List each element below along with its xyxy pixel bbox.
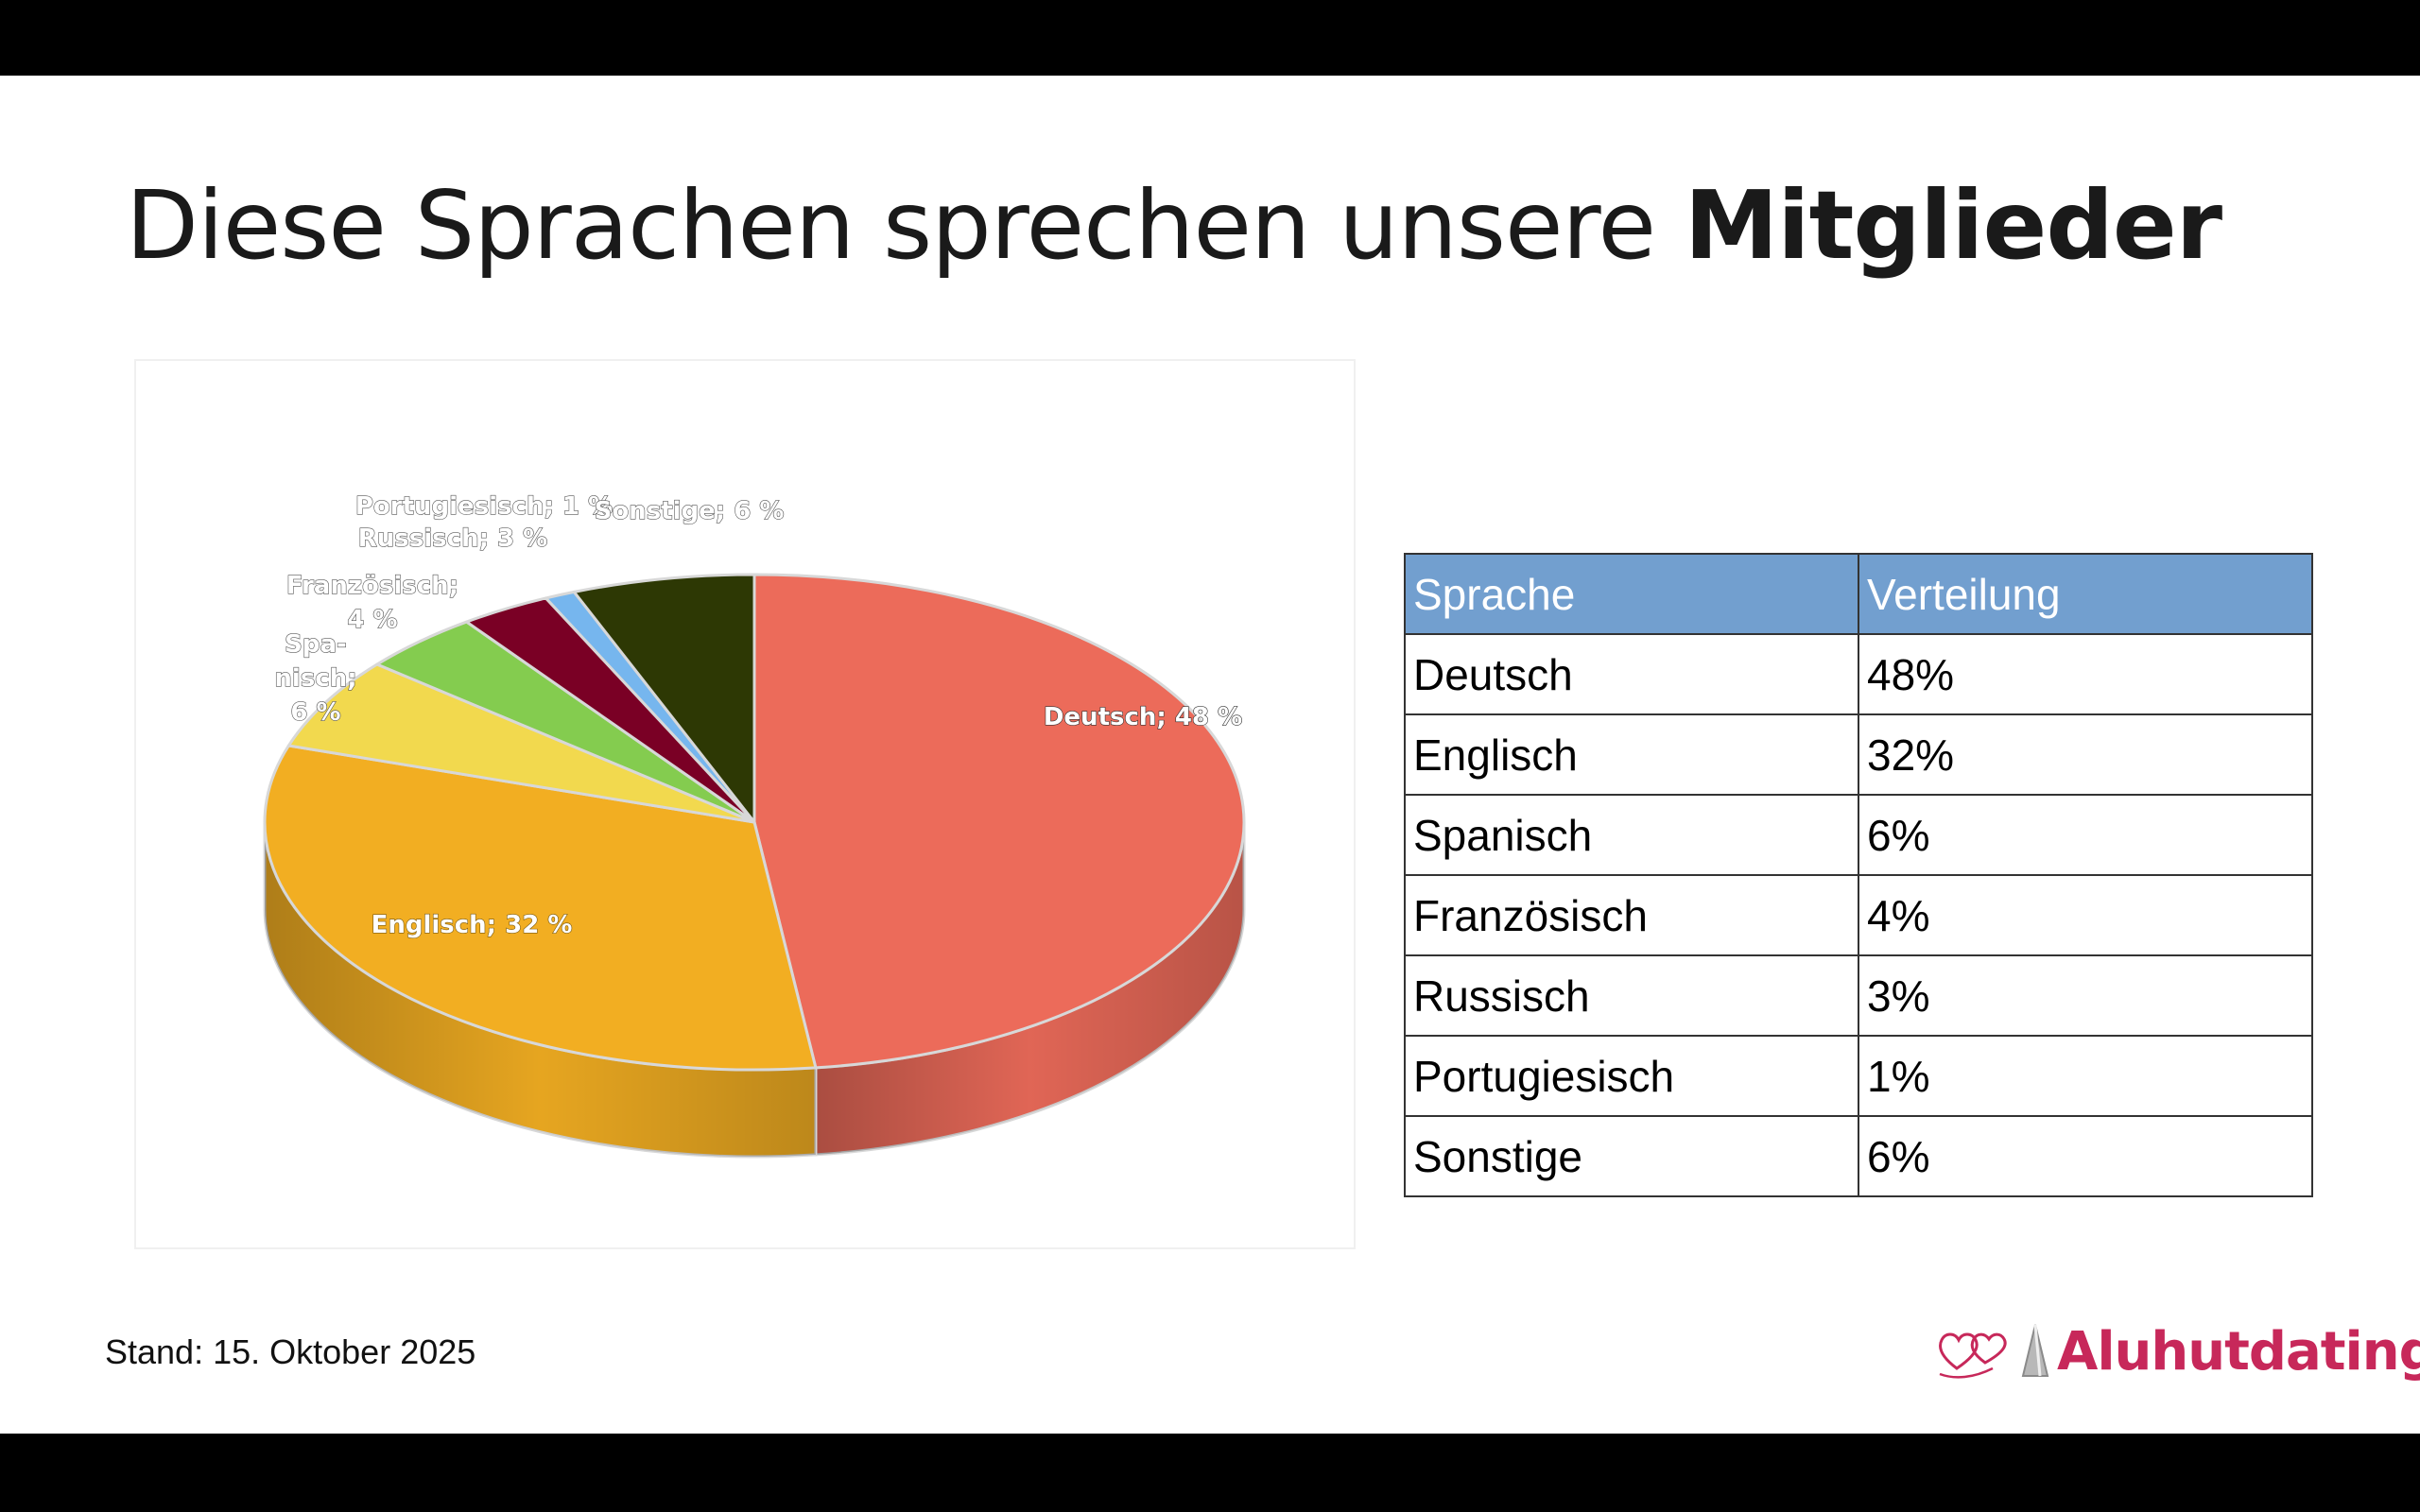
brand-name: Aluhutdating [2057, 1320, 2420, 1383]
header-verteilung: Verteilung [1858, 553, 2313, 635]
table-row: Französisch 4% [1404, 874, 2313, 956]
table-row: Russisch 3% [1404, 954, 2313, 1037]
cell-language: Sonstige [1404, 1115, 1859, 1197]
table-row: Spanisch 6% [1404, 794, 2313, 876]
date-note: Stand: 15. Oktober 2025 [105, 1332, 476, 1371]
pie-chart-frame: Deutsch; 48 % Englisch; 32 % Spa-nisch; 6 %… [134, 359, 1356, 1249]
table-row: Englisch 32% [1404, 713, 2313, 796]
cell-language: Deutsch [1404, 633, 1859, 715]
title-regular: Diese Sprachen sprechen unsere [126, 170, 1685, 281]
data-label-portugiesisch: Portugiesisch; 1 % [355, 492, 613, 521]
data-label-sonstige: Sonstige; 6 % [595, 497, 785, 525]
cell-share: 32% [1858, 713, 2313, 796]
table-header-row: Sprache Verteilung [1404, 553, 2313, 635]
pie-slice-spanisch [286, 662, 756, 824]
brand-logo: Aluhutdating [1936, 1314, 2420, 1389]
pie-slice-sonstige [572, 573, 756, 824]
cell-share: 6% [1858, 1115, 2313, 1197]
table-row: Portugiesisch 1% [1404, 1035, 2313, 1117]
header-sprache: Sprache [1404, 553, 1859, 635]
pie-chart: Deutsch; 48 % Englisch; 32 % Spa-nisch; 6 %… [263, 491, 1246, 1159]
cell-share: 6% [1858, 794, 2313, 876]
tinfoil-hat-icon [2021, 1324, 2049, 1377]
slide: Diese Sprachen sprechen unsere Mitgliede… [0, 76, 2420, 1434]
data-label-deutsch: Deutsch; 48 % [1044, 703, 1242, 731]
cell-share: 4% [1858, 874, 2313, 956]
table-row: Sonstige 6% [1404, 1115, 2313, 1197]
cell-language: Französisch [1404, 874, 1859, 956]
data-label-englisch: Englisch; 32 % [372, 911, 573, 939]
pie-slice-englisch [263, 744, 818, 1072]
cell-language: Englisch [1404, 713, 1859, 796]
pie-side-shade-deutsch [815, 822, 1244, 1155]
data-label-spanisch: Spa-nisch; 6 % [274, 630, 356, 727]
pie-slice-deutsch [752, 573, 1246, 1070]
hearts-icon [1939, 1332, 2007, 1379]
cell-share: 3% [1858, 954, 2313, 1037]
page-title: Diese Sprachen sprechen unsere Mitgliede… [126, 170, 2222, 281]
pie-data-labels: Deutsch; 48 % Englisch; 32 % Spa-nisch; 6 %… [274, 491, 1243, 939]
data-label-franz-sisch: Französisch; 4 % [286, 572, 458, 634]
language-table: Sprache Verteilung Deutsch 48% Englisch … [1404, 553, 2313, 1197]
data-label-russisch: Russisch; 3 % [358, 524, 547, 553]
cell-share: 48% [1858, 633, 2313, 715]
title-bold: Mitglieder [1684, 170, 2222, 281]
pie-side-shade-englisch [265, 822, 816, 1157]
pie-slices [263, 573, 1246, 1072]
table-row: Deutsch 48% [1404, 633, 2313, 715]
cell-language: Portugiesisch [1404, 1035, 1859, 1117]
cell-language: Spanisch [1404, 794, 1859, 876]
cell-share: 1% [1858, 1035, 2313, 1117]
cell-language: Russisch [1404, 954, 1859, 1037]
